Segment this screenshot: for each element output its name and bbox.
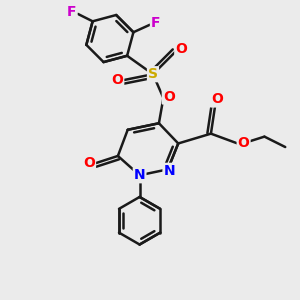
Text: O: O <box>238 136 250 150</box>
Text: O: O <box>175 42 187 56</box>
Text: N: N <box>134 168 146 182</box>
Text: O: O <box>111 73 123 87</box>
Text: O: O <box>211 92 223 106</box>
Text: O: O <box>83 156 95 170</box>
Text: S: S <box>148 67 158 81</box>
Text: F: F <box>67 5 76 20</box>
Text: F: F <box>151 16 160 30</box>
Text: N: N <box>164 164 175 178</box>
Text: O: O <box>163 89 175 103</box>
